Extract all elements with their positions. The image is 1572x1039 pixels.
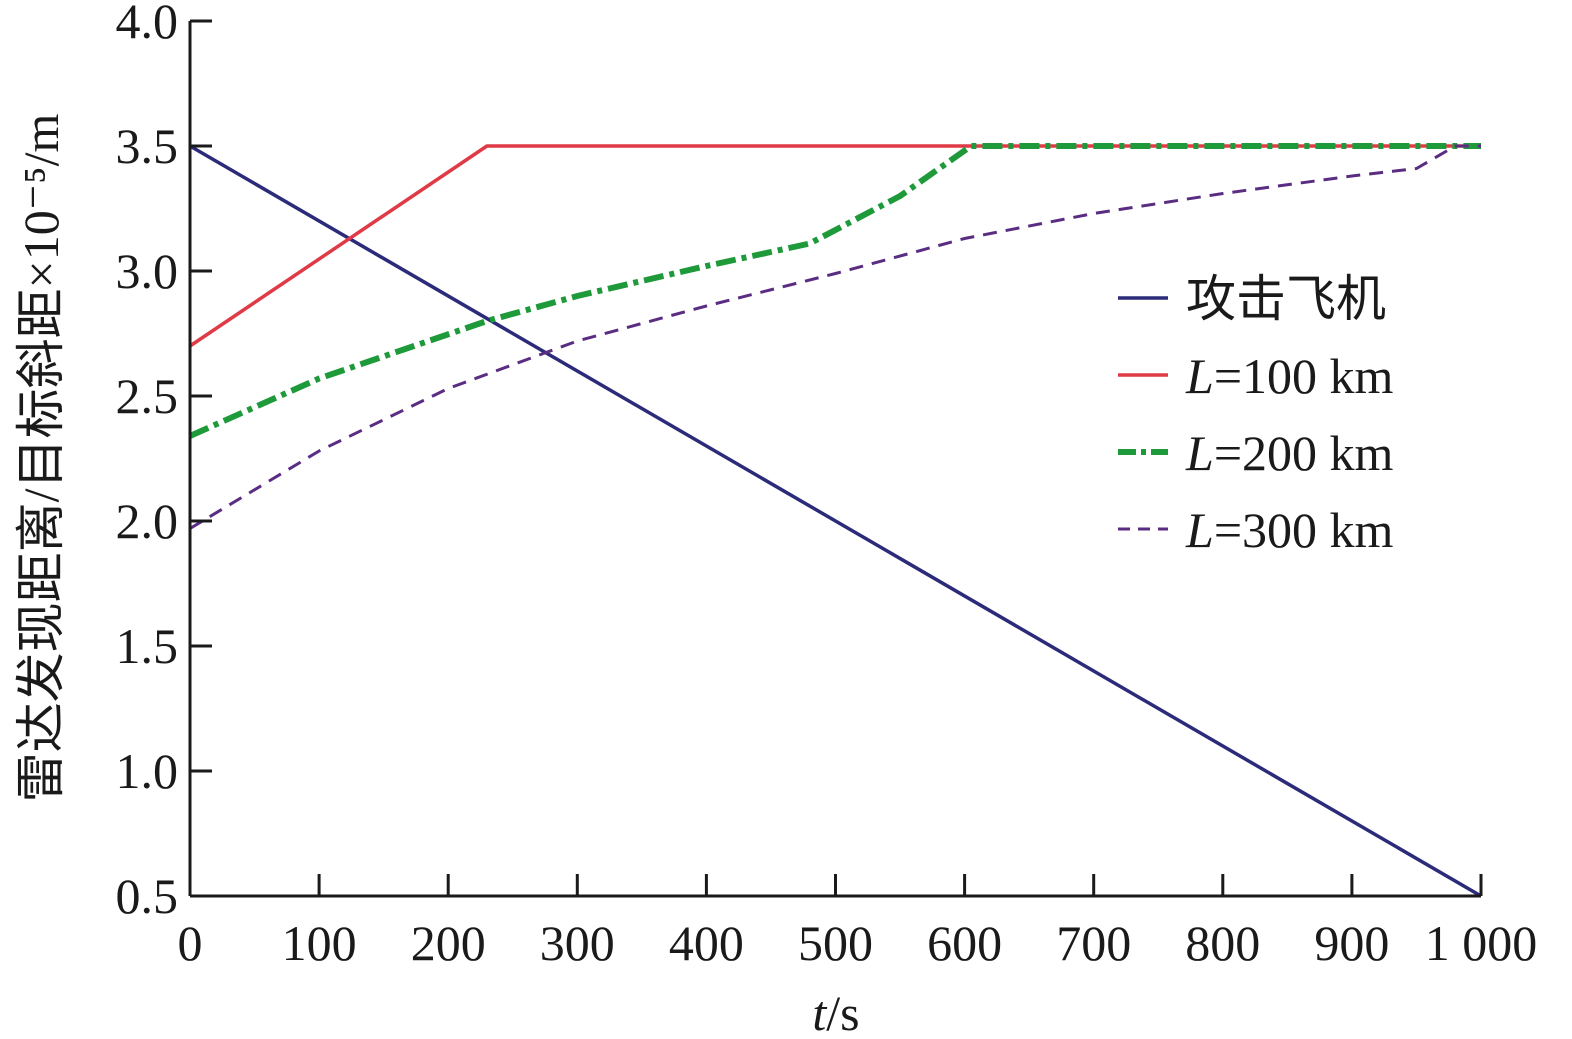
x-tick-label: 100 [282,915,357,971]
x-tick-label: 500 [798,915,873,971]
x-tick-label: 200 [411,915,486,971]
legend-label-4: L=300 km [1185,502,1394,558]
x-tick-label: 1 000 [1425,915,1538,971]
legend: 攻击飞机 L=100 km L=200 km L=300 km [1118,271,1394,558]
legend-label-1: 攻击飞机 [1186,271,1386,327]
y-tick-label: 0.5 [116,868,179,924]
y-tick-label: 3.0 [116,243,179,299]
y-tick-label: 2.0 [116,493,179,549]
x-tick-label: 600 [927,915,1002,971]
series-line-1 [189,144,1482,898]
x-axis-label: t/s [812,985,859,1039]
x-tick-label: 700 [1056,915,1131,971]
legend-label-3: L=200 km [1185,425,1394,481]
legend-label-2: L=100 km [1185,348,1394,404]
y-tick-label: 1.0 [116,743,179,799]
series-line-4 [189,144,1481,530]
x-tick-label: 900 [1314,915,1389,971]
series-layer [188,143,1482,898]
series-line-3 [188,143,1481,439]
x-tick-label: 800 [1185,915,1260,971]
y-tick-label: 1.5 [116,618,179,674]
x-tick-label: 300 [540,915,615,971]
y-axis-label: 雷达发现距离/目标斜距×10⁻⁵/m [13,114,69,803]
y-tick-label: 2.5 [116,368,179,424]
y-tick-label: 3.5 [116,118,179,174]
y-tick-label: 4.0 [116,0,179,49]
x-tick-label: 400 [669,915,744,971]
ticks: 0 100 200 300 400 500 600 700 800 900 1 000 0.5 1.0 1… [116,0,1538,971]
x-tick-label: 0 [178,915,203,971]
